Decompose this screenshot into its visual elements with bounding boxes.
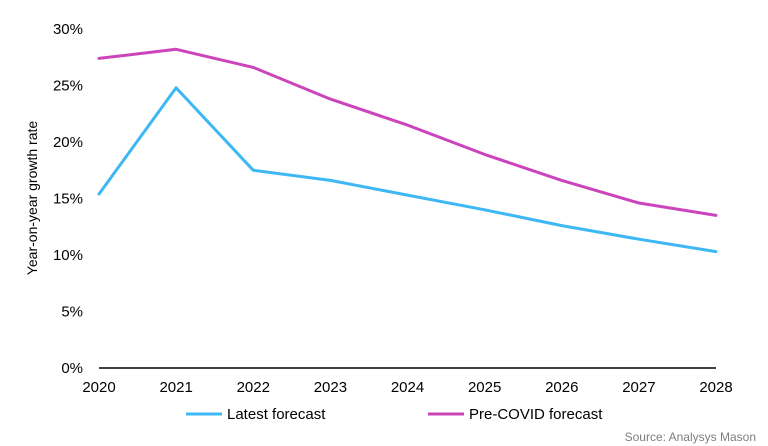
x-tick-label: 2023	[314, 379, 347, 396]
series-line-latest	[97, 86, 718, 254]
x-tick-label: 2022	[237, 379, 270, 396]
y-tick-label: 25%	[53, 78, 83, 95]
legend-label-latest: Latest forecast	[227, 406, 326, 423]
y-tick-label: 20%	[53, 134, 83, 151]
x-tick-label: 2024	[391, 379, 424, 396]
y-axis-ticks: 0% 5% 10% 15% 20% 25% 30%	[53, 21, 83, 377]
y-tick-label: 0%	[61, 360, 83, 377]
x-tick-label: 2028	[699, 379, 732, 396]
source-note: Source: Analysys Mason	[625, 430, 756, 444]
legend: Latest forecast Pre-COVID forecast	[186, 406, 603, 423]
y-tick-label: 15%	[53, 191, 83, 208]
x-tick-label: 2027	[622, 379, 655, 396]
series-lines	[97, 47, 718, 254]
x-axis-ticks: 2020 2021 2022 2023 2024 2025 2026 2027 2028	[82, 379, 732, 396]
x-tick-label: 2020	[82, 379, 115, 396]
x-tick-label: 2025	[468, 379, 501, 396]
x-tick-label: 2026	[545, 379, 578, 396]
y-axis-title: Year-on-year growth rate	[24, 121, 40, 276]
y-tick-label: 5%	[61, 304, 83, 321]
legend-label-precovid: Pre-COVID forecast	[469, 406, 603, 423]
x-tick-label: 2021	[159, 379, 192, 396]
y-tick-label: 30%	[53, 21, 83, 38]
series-line-precovid	[97, 47, 718, 217]
y-tick-label: 10%	[53, 247, 83, 264]
